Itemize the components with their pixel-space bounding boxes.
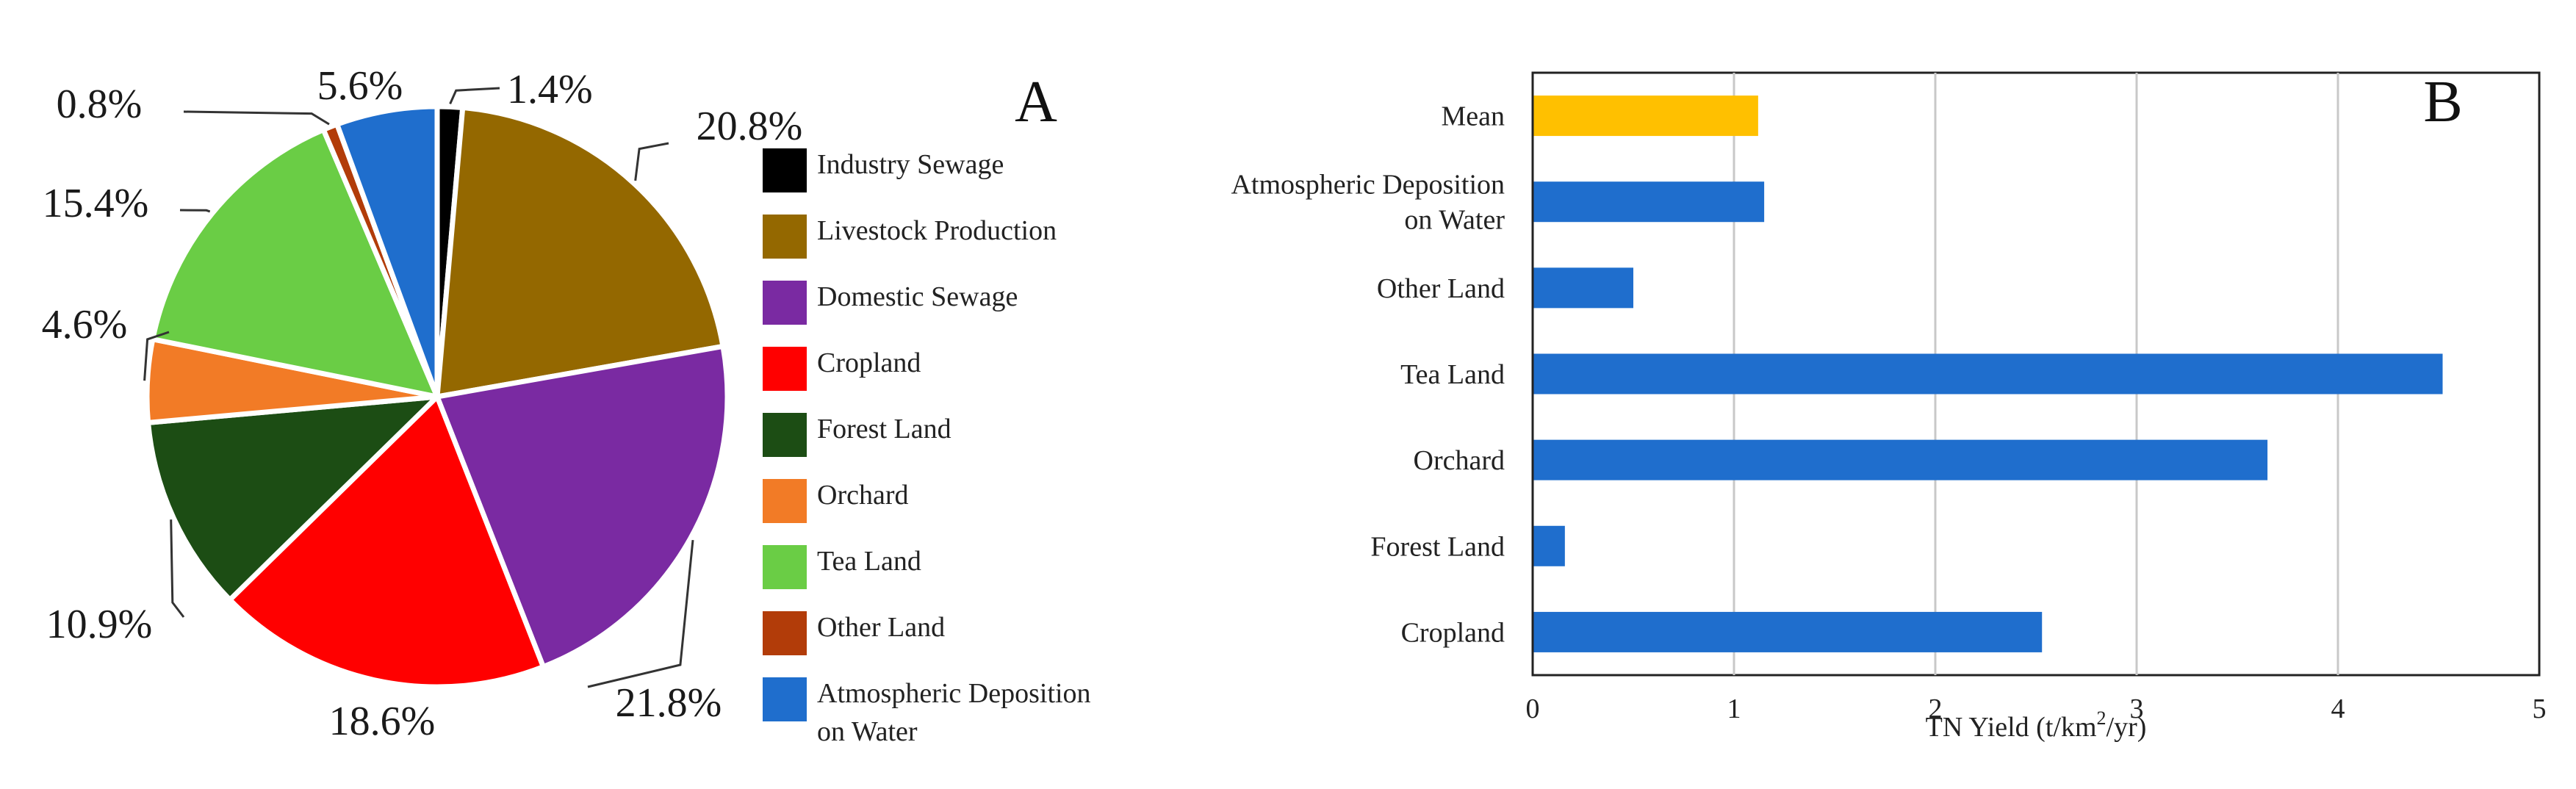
category-label-tea-land: Tea Land bbox=[1400, 359, 1505, 390]
legend-item-industry-sewage: Industry Sewage bbox=[763, 148, 1004, 192]
legend-swatch bbox=[763, 413, 807, 457]
pie-label-cropland: 18.6% bbox=[329, 699, 436, 744]
category-label-cropland: Cropland bbox=[1401, 617, 1505, 648]
pie-slice-atmospheric-deposition-on-water bbox=[334, 104, 440, 400]
pie-label-industry-sewage: 1.4% bbox=[507, 67, 593, 112]
legend-item-tea-land: Tea Land bbox=[763, 545, 921, 589]
legend-item-livestock-production: Livestock Production bbox=[763, 215, 1057, 259]
pie-label-other-land: 0.8% bbox=[57, 82, 143, 127]
pie-slice-cropland bbox=[227, 394, 546, 690]
legend-item-orchard: Orchard bbox=[763, 479, 908, 523]
pie-slice-forest-land bbox=[145, 394, 440, 602]
pie-slice-tea-land bbox=[150, 127, 440, 400]
pie-leader-domestic-sewage bbox=[587, 539, 694, 688]
bar-tea-land bbox=[1533, 353, 2443, 394]
legend-swatch bbox=[763, 347, 807, 391]
panel-label-a: A bbox=[1015, 70, 1057, 134]
legend-item-cropland: Cropland bbox=[763, 347, 921, 391]
legend-swatch bbox=[763, 545, 807, 589]
bar-cropland bbox=[1533, 611, 2043, 652]
x-tick-1: 1 bbox=[1727, 693, 1741, 724]
bar-category-labels: Mean Atmospheric Deposition on Water Other … bbox=[1231, 101, 1505, 649]
legend-swatch bbox=[763, 611, 807, 655]
pie-slices bbox=[144, 104, 730, 690]
legend-label: Orchard bbox=[817, 480, 908, 511]
pie-label-orchard: 4.6% bbox=[42, 302, 128, 347]
legend-swatch bbox=[763, 148, 807, 192]
pie-leader-livestock-production bbox=[634, 142, 669, 181]
legend-item-domestic-sewage: Domestic Sewage bbox=[763, 281, 1018, 325]
pie-label-forest-land: 10.9% bbox=[46, 602, 153, 647]
pie-legend: Industry Sewage Livestock Production Domes… bbox=[763, 148, 1091, 747]
legend-label: Tea Land bbox=[817, 546, 921, 577]
legend-swatch bbox=[763, 215, 807, 259]
legend-swatch bbox=[763, 479, 807, 523]
x-axis-title: TN Yield (t/km2/yr) bbox=[1926, 707, 2147, 743]
category-label-mean: Mean bbox=[1441, 101, 1505, 132]
bar-forest-land bbox=[1533, 525, 1565, 566]
pie-label-livestock-production: 20.8% bbox=[697, 104, 803, 149]
legend-label: Domestic Sewage bbox=[817, 281, 1018, 312]
x-axis-title-sup: 2 bbox=[2097, 707, 2107, 729]
plot-area-frame bbox=[1531, 71, 2541, 677]
bar-chart-panel: Mean Atmospheric Deposition on Water Other … bbox=[1231, 70, 2546, 743]
pie-leader-orchard bbox=[143, 331, 170, 381]
pie-leader-industry-sewage bbox=[449, 87, 500, 105]
pie-chart-panel: 1.4% 20.8% 21.8% 18.6% 10.9% 4.6% 15.4% 0.8% 5.6… bbox=[42, 63, 1091, 747]
category-label-atmospheric-deposition-on-water: Atmospheric Deposition bbox=[1231, 170, 1505, 201]
legend-label: Industry Sewage bbox=[817, 149, 1004, 180]
legend-label: Livestock Production bbox=[817, 215, 1057, 246]
legend-label: on Water bbox=[817, 716, 918, 747]
x-axis-title-prefix: TN Yield (t/km bbox=[1926, 712, 2097, 743]
pie-leader-other-land bbox=[183, 110, 330, 126]
legend-label: Other Land bbox=[817, 612, 945, 643]
x-tick-4: 4 bbox=[2331, 693, 2345, 724]
x-axis-title-suffix: /yr) bbox=[2107, 712, 2147, 743]
pie-leader-tea-land bbox=[179, 209, 211, 213]
legend-swatch bbox=[763, 677, 807, 721]
bar-atmospheric-deposition-on-water bbox=[1533, 181, 1765, 223]
pie-label-atmospheric-deposition-on-water: 5.6% bbox=[317, 63, 403, 109]
pie-slice-domestic-sewage bbox=[434, 343, 730, 670]
pie-slice-livestock-production bbox=[434, 105, 726, 400]
legend-swatch bbox=[763, 281, 807, 325]
pie-label-tea-land: 15.4% bbox=[43, 181, 149, 226]
bar-mean bbox=[1533, 96, 1758, 137]
panel-label-b: B bbox=[2423, 70, 2462, 134]
category-label-other-land: Other Land bbox=[1377, 273, 1505, 304]
bar-x-tick-labels: 0 1 2 3 4 5 bbox=[1526, 693, 2547, 724]
legend-item-atmospheric-deposition-on-water: Atmospheric Deposition on Water bbox=[763, 677, 1091, 747]
pie-leader-lines bbox=[143, 87, 694, 688]
legend-label: Cropland bbox=[817, 347, 921, 378]
bar-orchard bbox=[1533, 439, 2268, 480]
category-label-forest-land: Forest Land bbox=[1370, 531, 1505, 562]
pie-label-domestic-sewage: 21.8% bbox=[616, 680, 722, 726]
legend-label: Atmospheric Deposition bbox=[817, 678, 1091, 709]
x-tick-0: 0 bbox=[1526, 693, 1540, 724]
legend-item-other-land: Other Land bbox=[763, 611, 945, 655]
category-label-atmospheric-deposition-on-water: on Water bbox=[1404, 205, 1505, 236]
x-tick-2: 2 bbox=[1929, 693, 1943, 724]
legend-label: Forest Land bbox=[817, 414, 951, 444]
pie-leader-forest-land bbox=[170, 519, 185, 618]
legend-item-forest-land: Forest Land bbox=[763, 413, 951, 457]
bar-series bbox=[1533, 96, 2443, 652]
x-tick-5: 5 bbox=[2533, 693, 2547, 724]
pie-data-labels: 1.4% 20.8% 21.8% 18.6% 10.9% 4.6% 15.4% 0.8% 5.6… bbox=[42, 63, 803, 744]
x-tick-3: 3 bbox=[2130, 693, 2144, 724]
bar-other-land bbox=[1533, 267, 1633, 309]
category-label-orchard: Orchard bbox=[1414, 445, 1505, 476]
